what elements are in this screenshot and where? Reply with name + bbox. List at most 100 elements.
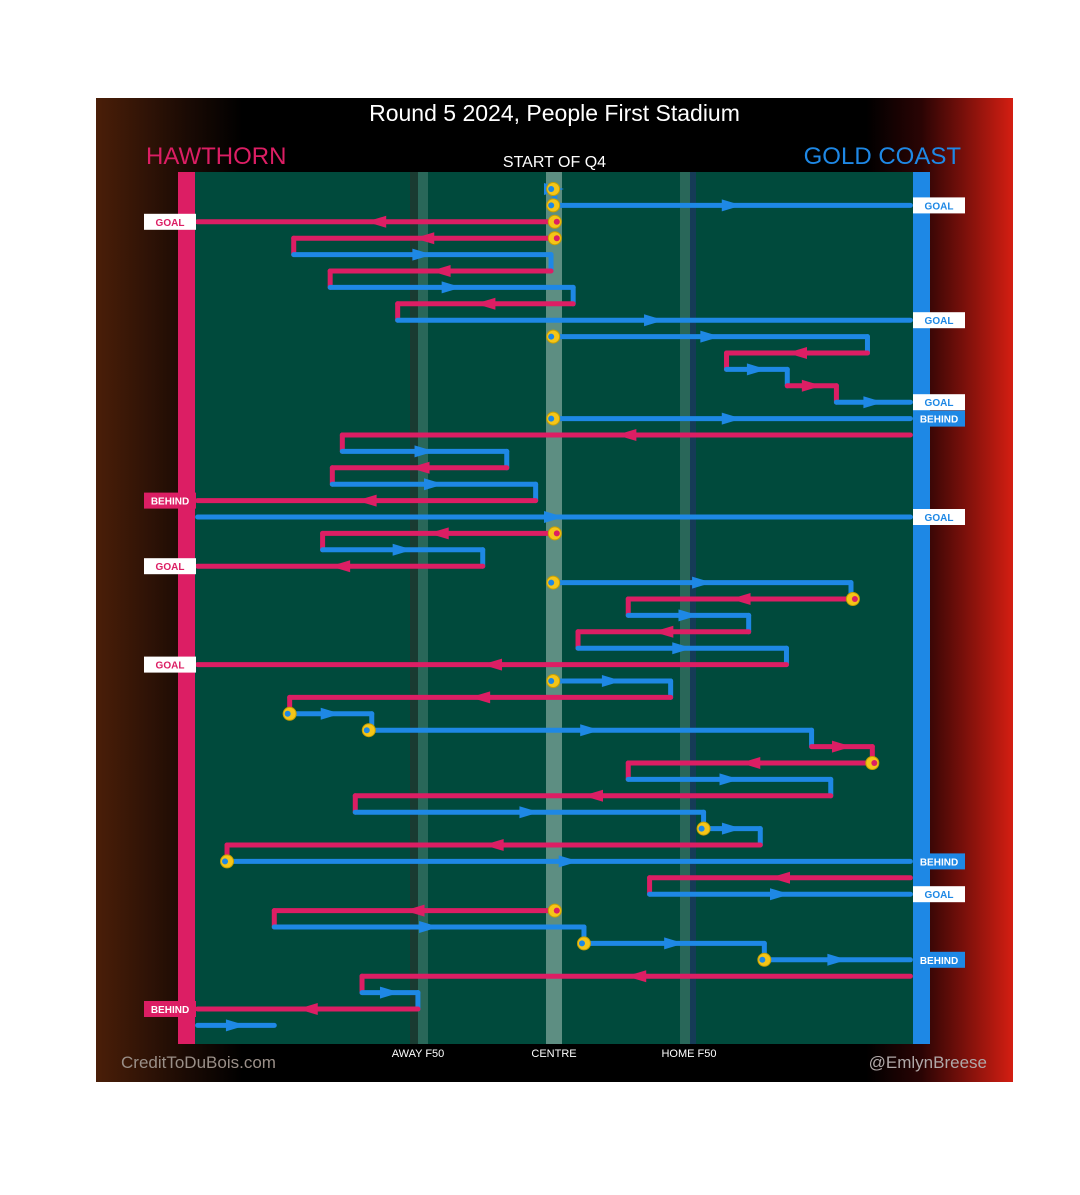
chain-47-outcome-label: BEHIND <box>920 956 958 967</box>
chain-8-arrow <box>644 314 665 327</box>
chain-24-arrow <box>692 576 713 589</box>
chain-47-outcome-tag <box>913 951 965 968</box>
chain-43-outcome-tag <box>913 886 965 903</box>
chain-5-arrow <box>430 265 451 277</box>
credit-right: @EmlynBreese <box>868 1053 987 1072</box>
chain-14-outcome-tag <box>913 410 965 427</box>
x-tick-home-f50: HOME F50 <box>661 1048 717 1060</box>
chain-11-arrow <box>746 363 767 376</box>
chain-3-stoppage-dot <box>553 235 560 242</box>
chain-28-arrow <box>672 642 693 655</box>
team-right-label: GOLD COAST <box>803 143 961 170</box>
chain-21-arrow <box>428 527 449 540</box>
chain-8-outcome-label: GOAL <box>925 316 954 327</box>
chain-37-arrow <box>583 789 604 802</box>
chain-6-arrow <box>441 281 462 294</box>
chain-41-arrow <box>558 855 579 868</box>
gold-coast-goal-bar <box>913 172 930 1044</box>
chain-7-arrow <box>475 297 496 310</box>
chain-25-arrow <box>730 593 751 605</box>
chain-13-outcome-tag <box>913 394 965 411</box>
chart-frame: GOAL GOAL GOAL GOAL BEHIND BEHIND GOAL GOAL GOAL… <box>96 98 1013 1082</box>
chain-38-arrow <box>519 806 540 819</box>
chain-40-arrow <box>483 839 504 851</box>
chain-29-arrow <box>482 658 503 671</box>
chain-47-stoppage-dot <box>759 956 766 963</box>
chain-1-stoppage-dot <box>548 202 555 209</box>
chain-25-stoppage-dot <box>851 596 858 602</box>
chain-33-arrow <box>580 724 601 737</box>
chain-44-arrow <box>404 904 425 917</box>
chain-9-arrow <box>700 330 721 343</box>
chain-39-arrow <box>721 822 742 835</box>
chain-43-arrow <box>769 888 790 901</box>
chain-1-outcome-tag <box>913 197 965 214</box>
chain-41-outcome-label: BEHIND <box>920 857 958 868</box>
chain-34-arrow <box>831 740 852 753</box>
chain-50-outcome-label: BEHIND <box>151 1005 189 1016</box>
chain-15-arrow <box>616 429 637 441</box>
chain-43-outcome-label: GOAL <box>925 890 954 901</box>
chain-17-arrow <box>409 461 430 474</box>
chain-32-stoppage-dot <box>284 710 291 717</box>
chain-30-arrow <box>601 675 622 687</box>
chain-46-stoppage-dot <box>578 940 585 947</box>
chain-19-outcome-label: BEHIND <box>151 497 189 508</box>
chain-2-stoppage-dot <box>553 218 560 225</box>
chart-title: Round 5 2024, People First Stadium <box>369 100 740 126</box>
chain-14-stoppage-dot <box>548 415 555 422</box>
chain-3-arrow <box>414 232 435 245</box>
chain-19-arrow <box>356 494 377 507</box>
chain-39-stoppage-dot <box>698 825 705 832</box>
chain-23-outcome-label: GOAL <box>156 562 185 573</box>
chain-18-arrow <box>423 478 444 491</box>
chain-24-stoppage-dot <box>548 579 555 586</box>
chain-9-stoppage-dot <box>548 333 555 340</box>
chain-1-outcome-label: GOAL <box>925 201 954 212</box>
chain-22-arrow <box>392 543 413 556</box>
home-f50-line <box>680 172 690 1044</box>
home-f50-band-dark <box>690 172 696 1044</box>
chain-50-outcome-tag <box>144 1001 196 1017</box>
chain-41-outcome-tag <box>913 853 965 870</box>
chain-48-arrow <box>626 970 647 983</box>
chain-16-arrow <box>414 445 435 458</box>
chain-29-outcome-tag <box>144 656 196 673</box>
chain-33-stoppage-dot <box>363 727 370 734</box>
chain-26-arrow <box>678 609 699 622</box>
x-tick-centre: CENTRE <box>531 1048 577 1060</box>
credit-left: CreditToDuBois.com <box>121 1053 276 1072</box>
chain-8-outcome-tag <box>913 312 965 329</box>
chain-23-arrow <box>330 560 351 573</box>
chain-51-arrow <box>225 1019 246 1032</box>
chain-20-arrow <box>544 511 564 523</box>
chain-1-arrow <box>721 199 742 212</box>
chain-0-stoppage-dot <box>548 186 555 192</box>
hawthorn-goal-bar <box>178 172 195 1044</box>
chain-35-stoppage-dot <box>871 760 878 766</box>
chain-10-arrow <box>787 347 807 359</box>
chain-50-arrow <box>297 1003 318 1015</box>
chain-27-arrow <box>653 625 674 638</box>
chain-23-outcome-tag <box>144 558 196 575</box>
chain-29-outcome-label: GOAL <box>156 661 185 672</box>
away-f50-line <box>418 172 428 1044</box>
chain-47-arrow <box>827 953 848 966</box>
chain-46-arrow <box>664 937 685 950</box>
chain-21-stoppage-dot <box>553 530 560 537</box>
away-f50-band-dark <box>410 172 418 1044</box>
chain-36-arrow <box>719 773 740 786</box>
team-left-label: HAWTHORN <box>146 143 287 170</box>
chain-42-arrow <box>769 871 790 884</box>
chain-2-outcome-label: GOAL <box>156 218 185 229</box>
chain-44-stoppage-dot <box>553 907 560 914</box>
x-tick-away-f50: AWAY F50 <box>391 1048 445 1060</box>
chain-30-stoppage-dot <box>548 678 555 684</box>
quarter-label: START OF Q4 <box>502 154 607 171</box>
chain-19-outcome-tag <box>144 492 196 509</box>
chain-14-outcome-label: BEHIND <box>920 415 958 426</box>
chain-14-arrow <box>721 412 742 425</box>
chain-45-arrow <box>419 921 440 933</box>
chain-49-arrow <box>379 986 400 999</box>
chain-4-arrow <box>412 248 433 261</box>
